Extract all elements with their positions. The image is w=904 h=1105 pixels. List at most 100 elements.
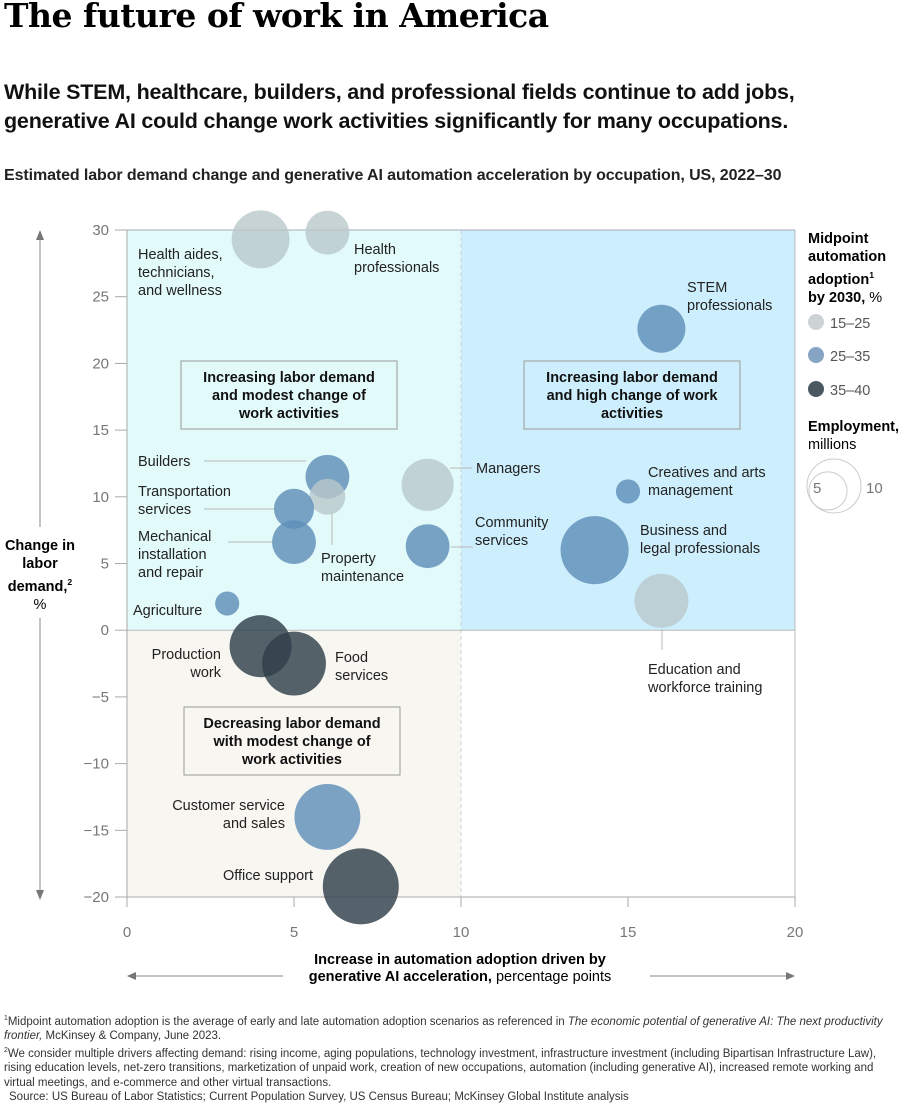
- x-tick-label: 20: [787, 924, 804, 941]
- y-tick-label: 15: [92, 422, 109, 439]
- legend-graphics: 5 10: [806, 458, 883, 514]
- y-tick-label: 5: [101, 556, 109, 573]
- x-tick-label: 0: [123, 924, 131, 941]
- quadrant-label-box: [180, 360, 398, 430]
- bubble-office-support: [322, 848, 399, 925]
- bubble-label-line: Food: [335, 650, 368, 666]
- bubble-label-line: Education and: [648, 662, 741, 678]
- quadrant-label-line: Increasing labor demand: [546, 370, 718, 386]
- bubble-label-line: Creatives and arts: [648, 465, 766, 481]
- footnote-1: 1Midpoint automation adoption is the ave…: [4, 1015, 883, 1043]
- y-tick-label: 20: [92, 355, 109, 372]
- y-tick-label: −15: [84, 822, 109, 839]
- bubble-label-line: Production: [152, 647, 221, 663]
- bubble-label-line: services: [138, 502, 191, 518]
- bubble-label: Health professionals: [354, 242, 439, 276]
- quadrant-label: Decreasing labor demand with modest chang…: [203, 716, 380, 768]
- bubble-label-line: Agriculture: [133, 603, 202, 619]
- legend-dot-mid: [808, 347, 824, 363]
- x-arrow-right-icon: [786, 972, 795, 980]
- bubble-label-line: workforce training: [647, 680, 762, 696]
- bubble-managers: [401, 458, 454, 511]
- bubble-label: Education and workforce training: [647, 662, 762, 696]
- quadrant-labels: Increasing labor demand and modest change…: [180, 360, 741, 776]
- quadrant-label-line: work activities: [238, 406, 339, 422]
- quadrant-top-right: [461, 230, 795, 631]
- bubble-label-line: and sales: [223, 816, 285, 832]
- x-tick-label: 15: [620, 924, 637, 941]
- bubble-label-line: technicians,: [138, 265, 215, 281]
- x-arrow-left-icon: [127, 972, 136, 980]
- quadrant-label: Increasing labor demand and modest change…: [203, 370, 375, 422]
- axes: 30 25 20 15 10 5 0 −5 −10 −15 −20 0 5 10 15 20: [36, 222, 803, 980]
- bubble-label-line: Property: [321, 551, 377, 567]
- bubble-business-and-legal-professionals: [560, 516, 629, 585]
- subtitle-line-1: While STEM, healthcare, builders, and pr…: [4, 80, 795, 104]
- bubble-label-line: management: [648, 483, 733, 499]
- source-note: Source: US Bureau of Labor Statistics; C…: [9, 1091, 629, 1104]
- y-tick-label: 25: [92, 289, 109, 306]
- bubble-label-line: Business and: [640, 523, 727, 539]
- legend-item-low: 15–25: [808, 314, 870, 332]
- y-tick-label: −10: [84, 756, 109, 773]
- y-arrow-down-icon: [36, 890, 44, 900]
- subtitle: While STEM, healthcare, builders, and pr…: [4, 78, 904, 136]
- bubble-label-line: professionals: [687, 298, 772, 314]
- legend-size-title: Employment, millions: [808, 419, 900, 453]
- bubble-label-line: services: [475, 533, 528, 549]
- chart-title: Estimated labor demand change and genera…: [4, 167, 782, 184]
- bubble-label-line: services: [335, 668, 388, 684]
- bubble-property-maintenance: [309, 478, 346, 515]
- y-axis-label: Change in labor demand,2 %: [4, 538, 76, 613]
- y-tick-label: 30: [92, 222, 109, 239]
- bubble-label: Transportation services: [138, 484, 231, 518]
- quadrant-label-box: [183, 706, 401, 776]
- bubble-customer-service-and-sales: [294, 784, 361, 850]
- legend-dot-high: [808, 381, 824, 397]
- bubble-label: Creatives and arts management: [648, 465, 766, 499]
- bubble-label: Customer service and sales: [172, 798, 285, 832]
- bubble-mechanical-installation-and-repair: [272, 520, 316, 565]
- bubble-label: Property maintenance: [321, 551, 404, 585]
- bubble-label: STEM professionals: [687, 280, 772, 314]
- quadrant-label-line: Decreasing labor demand: [203, 716, 380, 732]
- legend-item-mid: 25–35: [808, 347, 870, 365]
- bubble-label: Managers: [476, 461, 540, 477]
- bubble-label-line: maintenance: [321, 569, 404, 585]
- quadrant-label: Increasing labor demand and high change o…: [546, 370, 718, 422]
- bubble-label-line: legal professionals: [640, 541, 760, 557]
- legend-size-label-small: 5: [813, 480, 821, 497]
- bubble-label-line: Mechanical: [138, 529, 211, 545]
- y-tick-label: −20: [84, 889, 109, 906]
- x-tick-label: 10: [453, 924, 470, 941]
- bubble-label-line: Health aides,: [138, 247, 223, 263]
- bubble-label: Community services: [475, 515, 549, 549]
- bubble-label-line: work: [189, 665, 221, 681]
- bubble-transportation-services: [273, 488, 315, 529]
- bubble-label-line: and wellness: [138, 283, 222, 299]
- bubble-labels: Health aides, technicians, and wellness Hea…: [133, 242, 772, 884]
- bubble-label-line: STEM: [687, 280, 727, 296]
- bubble-label-line: Transportation: [138, 484, 231, 500]
- bubble-label: Food services: [335, 650, 388, 684]
- subtitle-line-2: generative AI could change work activiti…: [4, 109, 789, 133]
- bubble-label: Agriculture: [133, 603, 202, 619]
- bubble-label-line: Health: [354, 242, 396, 258]
- bubble-label-line: Office support: [223, 868, 313, 884]
- bubble-label-line: Managers: [476, 461, 540, 477]
- page-title: The future of work in America: [4, 0, 549, 35]
- quadrant-label-line: and high change of work: [547, 388, 719, 404]
- footnote-2: 2We consider multiple drivers affecting …: [4, 1046, 877, 1089]
- x-tick-label: 5: [290, 924, 298, 941]
- bubble-label-line: Builders: [138, 454, 190, 470]
- y-tick-label: 10: [92, 489, 109, 506]
- bubble-community-services: [405, 524, 450, 569]
- y-tick-label: −5: [92, 689, 109, 706]
- bubble-health-aides-technicians-and-wellness: [231, 210, 290, 269]
- quadrant-label-box: [523, 360, 741, 430]
- bubble-label: Business and legal professionals: [640, 523, 760, 557]
- bubble-label: Mechanical installation and repair: [138, 529, 211, 581]
- bubble-label-line: professionals: [354, 260, 439, 276]
- bubble-health-professionals: [305, 210, 350, 255]
- quadrant-label-line: activities: [601, 406, 663, 422]
